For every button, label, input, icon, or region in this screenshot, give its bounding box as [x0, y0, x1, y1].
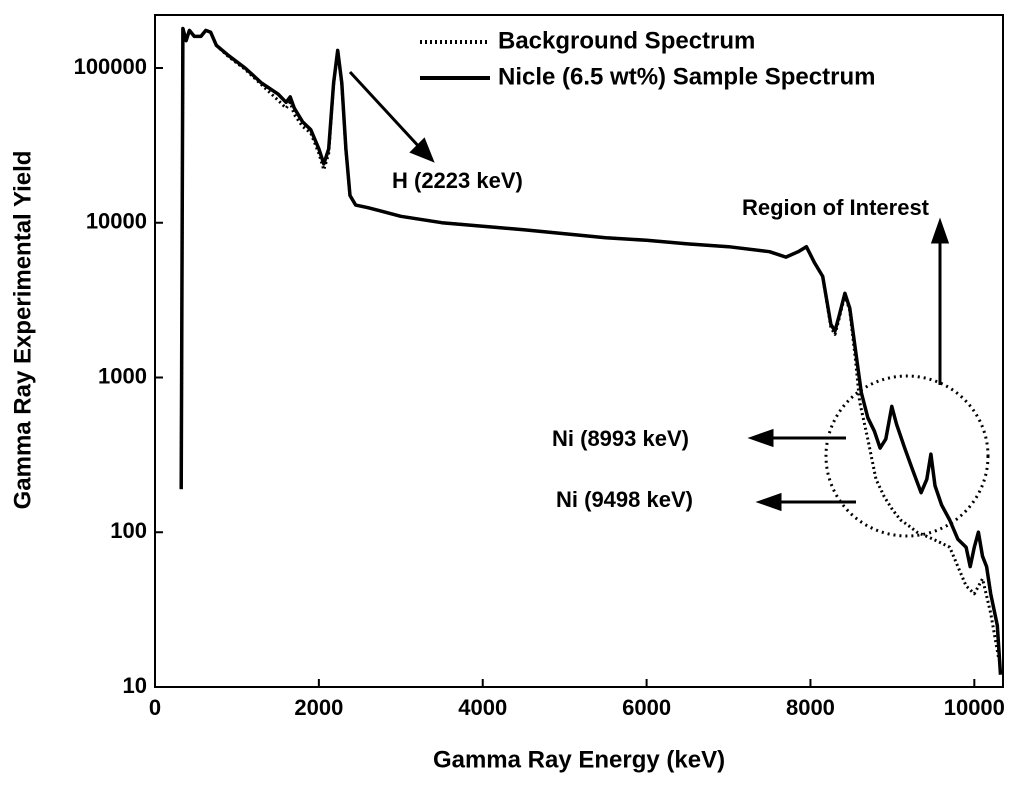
y-axis-title: Gamma Ray Experimental Yield: [9, 151, 36, 510]
plot-frame: [154, 14, 1004, 688]
annotation: Ni (9498 keV): [556, 487, 693, 512]
arrows: [348, 70, 950, 512]
y-tick-label: 100000: [74, 54, 147, 79]
arrowhead: [930, 217, 950, 244]
x-tick-label: 6000: [622, 695, 671, 720]
series-line: [179, 26, 1003, 675]
arrow: [348, 70, 424, 152]
x-tick-label: 4000: [458, 695, 507, 720]
arrowhead: [755, 492, 782, 512]
x-tick-label: 0: [149, 695, 161, 720]
legend-label: Nicle (6.5 wt%) Sample Spectrum: [498, 63, 875, 90]
y-tick-label: 1000: [98, 363, 147, 388]
arrowhead: [747, 428, 774, 448]
x-axis-title: Gamma Ray Energy (keV): [433, 746, 725, 773]
x-tick-label: 8000: [786, 695, 835, 720]
legend-label: Background Spectrum: [498, 27, 755, 54]
x-tick-label: 10000: [944, 695, 1005, 720]
annotation: H (2223 keV): [392, 168, 523, 193]
annotations: H (2223 keV) Region of Interest Ni (8993…: [348, 70, 990, 538]
x-tick-label: 2000: [294, 695, 343, 720]
y-tick-label: 100: [110, 518, 147, 543]
arrowhead: [409, 137, 435, 163]
region-circle: [824, 374, 990, 538]
annotation: Region of Interest: [742, 195, 930, 220]
y-tick-label: 10: [123, 673, 147, 698]
annotation: Ni (8993 keV): [552, 426, 689, 451]
y-tick-label: 10000: [86, 209, 147, 234]
